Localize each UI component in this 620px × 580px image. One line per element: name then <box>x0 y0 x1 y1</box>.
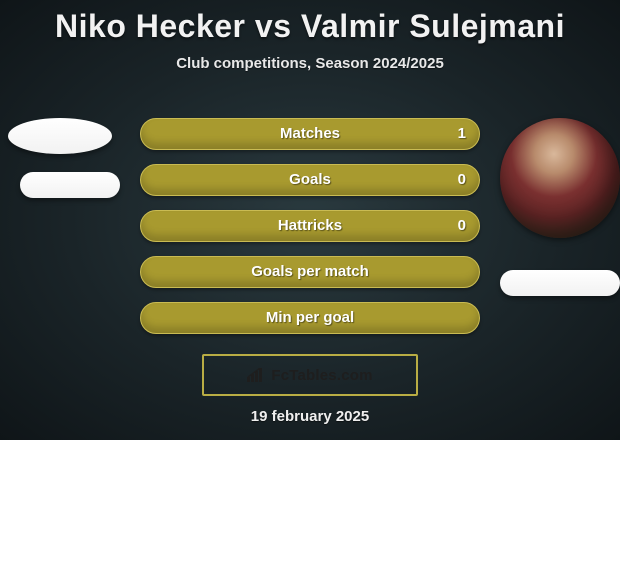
stat-value-right: 0 <box>458 210 466 242</box>
stat-label: Goals <box>140 164 480 196</box>
player-left-name-chip <box>20 172 120 198</box>
stat-label: Matches <box>140 118 480 150</box>
brand-box[interactable]: FcTables.com <box>202 354 418 396</box>
stat-value-right: 1 <box>458 118 466 150</box>
page-subtitle: Club competitions, Season 2024/2025 <box>0 55 620 72</box>
stat-row-goals-per-match: Goals per match <box>140 256 480 288</box>
stat-row-goals: Goals 0 <box>140 164 480 196</box>
stat-rows: Matches 1 Goals 0 Hattricks 0 Goals per … <box>140 118 480 348</box>
player-right-avatar <box>500 118 620 238</box>
comparison-card: Niko Hecker vs Valmir Sulejmani Club com… <box>0 0 620 440</box>
stat-label: Hattricks <box>140 210 480 242</box>
date-text: 19 february 2025 <box>0 408 620 425</box>
stat-row-min-per-goal: Min per goal <box>140 302 480 334</box>
brand-text: FcTables.com <box>271 367 372 384</box>
chart-bars-icon <box>247 368 265 382</box>
player-left-avatar <box>8 118 112 154</box>
stat-row-hattricks: Hattricks 0 <box>140 210 480 242</box>
stat-row-matches: Matches 1 <box>140 118 480 150</box>
stat-label: Goals per match <box>140 256 480 288</box>
player-right-name-chip <box>500 270 620 296</box>
page-title: Niko Hecker vs Valmir Sulejmani <box>0 0 620 45</box>
stat-value-right: 0 <box>458 164 466 196</box>
stat-label: Min per goal <box>140 302 480 334</box>
